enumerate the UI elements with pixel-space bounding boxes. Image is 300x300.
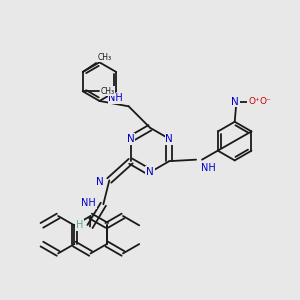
Text: NH: NH [200, 163, 215, 173]
Text: N: N [96, 177, 104, 187]
Text: NH: NH [109, 93, 123, 103]
Text: N: N [146, 167, 154, 177]
Text: N: N [127, 134, 135, 144]
Text: CH₃: CH₃ [98, 52, 112, 62]
Text: NH: NH [81, 198, 96, 208]
Text: H: H [76, 220, 83, 230]
Text: N: N [165, 134, 173, 144]
Text: O⁻: O⁻ [260, 97, 272, 106]
Text: N: N [231, 97, 239, 106]
Text: CH₃: CH₃ [100, 87, 115, 96]
Text: O⁺: O⁺ [248, 97, 260, 106]
